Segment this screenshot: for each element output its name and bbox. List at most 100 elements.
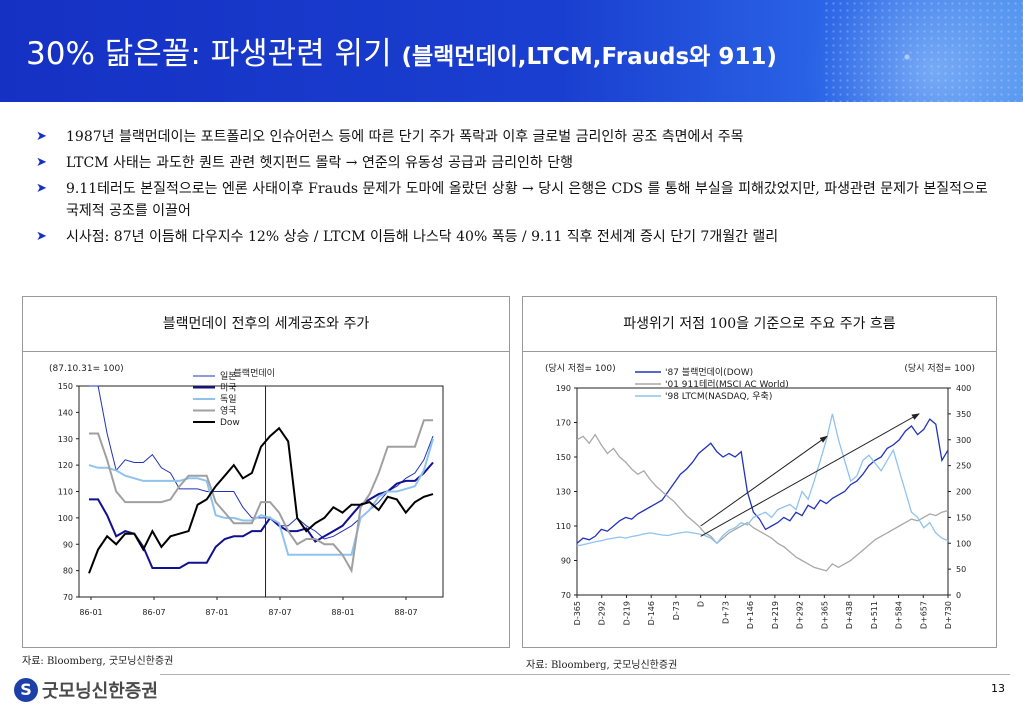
bullet-text: 1987년 블랙먼데이는 포트폴리오 인슈어런스 등에 따른 단기 주가 폭락과… (66, 129, 744, 145)
legend-label: '87 블랙먼데이(DOW) (665, 367, 753, 378)
left-chart-svg: (87.10.31= 100) 70 80 90 100 110 120 130 140 150 8… (49, 364, 444, 617)
series-line-독일 (88, 438, 434, 556)
right-x-tick-label: D+219 (771, 601, 780, 629)
right-y-left-tick-label: 110 (556, 522, 571, 531)
bullet-item: ➤ 9.11테러도 본질적으로는 엔론 사태이후 Frauds 문제가 도마에 올… (36, 178, 996, 222)
slide-title-main: 30% 닮은꼴: 파생관련 위기 (26, 36, 402, 72)
right-x-tick-label: D-219 (622, 601, 631, 625)
right-chart-svg: (당시 저점= 100) (당시 저점= 100) 70 90 110 130 150 170… (545, 362, 975, 629)
left-y-tick-label: 150 (58, 382, 73, 391)
legend-label: '98 LTCM(NASDAQ, 우축) (665, 391, 772, 402)
right-y-left-tick-label: 130 (556, 488, 571, 497)
left-y-tick-label: 130 (58, 435, 73, 444)
left-x-tick-label: 87-07 (268, 608, 291, 617)
left-y-tick-label: 120 (58, 461, 73, 470)
logo-text: 굿모닝신한증권 (42, 681, 158, 702)
right-chart-panel: 파생위기 저점 100을 기준으로 주요 주가 흐름 (당시 저점= 100)(… (522, 296, 997, 648)
right-y-left-tick-label: 70 (561, 591, 571, 600)
left-x-tick-label: 86-07 (142, 608, 165, 617)
left-x-tick-label: 88-07 (394, 608, 417, 617)
series-line-영국 (89, 419, 433, 574)
series-line-'01 911테러(MSCI AC World) (576, 433, 949, 572)
right-y-right-tick-label: 100 (956, 539, 971, 548)
right-x-tick-label: D-292 (598, 601, 607, 625)
arrow-bullet-icon: ➤ (36, 155, 47, 170)
right-x-tick-label: D-73 (672, 601, 681, 620)
right-y-right-tick-label: 50 (956, 565, 966, 574)
right-y-right-tick-label: 350 (956, 410, 971, 419)
right-y-right-tick-label: 400 (956, 384, 971, 393)
right-y-right-tick-label: 250 (956, 462, 971, 471)
right-x-tick-label: D-365 (573, 601, 582, 625)
left-chart-panel: 블랙먼데이 전후의 세계공조와 주가 (87.10.31= 100) 70 80 90… (22, 296, 510, 648)
bullet-item: ➤ 1987년 블랙먼데이는 포트폴리오 인슈어런스 등에 따른 단기 주가 폭락… (36, 126, 996, 148)
right-x-tick-label: D+584 (895, 601, 904, 629)
right-y-left-tick-label: 170 (556, 419, 571, 428)
right-x-tick-label: D+730 (944, 601, 953, 629)
legend-label: 영국 (220, 406, 237, 417)
left-chart-source: 자료: Bloomberg, 굿모닝신한증권 (22, 656, 174, 667)
legend-label: 미국 (220, 383, 237, 394)
right-y-left-tick-label: 90 (561, 557, 571, 566)
right-y-right-tick-label: 200 (956, 488, 971, 497)
right-x-tick-label: D+73 (721, 601, 730, 624)
left-x-tick-label: 88-01 (331, 608, 354, 617)
footer-divider (160, 674, 1010, 675)
right-x-tick-label: D+146 (746, 601, 755, 629)
left-y-tick-label: 110 (58, 488, 73, 497)
trend-arrow (700, 413, 920, 537)
bullet-item: ➤ 시사점: 87년 이듬해 다우지수 12% 상승 / LTCM 이듬해 나스닥… (36, 226, 996, 248)
series-line-'98 LTCM(NASDAQ, 우축) (576, 413, 949, 547)
right-x-tick-label: D (697, 601, 706, 607)
right-x-tick-label: D+365 (820, 601, 829, 629)
arrow-bullet-icon: ➤ (36, 129, 47, 144)
bullet-text: 시사점: 87년 이듬해 다우지수 12% 상승 / LTCM 이듬해 나스닥 … (66, 229, 779, 245)
right-x-tick-label: D+438 (845, 601, 854, 629)
bullet-item: ➤ LTCM 사태는 과도한 퀀트 관련 헷지펀드 몰락 → 연준의 유동성 공급… (36, 152, 996, 174)
right-x-tick-label: D+511 (870, 601, 879, 629)
right-chart-plot-frame (576, 387, 949, 596)
right-x-tick-label: D+657 (919, 601, 928, 629)
series-line-일본 (89, 385, 434, 540)
right-x-tick-label: D+292 (796, 601, 805, 629)
left-y-tick-label: 140 (58, 408, 73, 417)
right-chart-title: 파생위기 저점 100을 기준으로 주요 주가 흐름 (523, 297, 996, 352)
arrow-bullet-icon: ➤ (36, 181, 47, 196)
right-chart-note-left: (당시 저점= 100) (545, 362, 616, 374)
legend-label: 독일 (220, 394, 237, 405)
right-chart-note-right: (당시 저점= 100) (904, 362, 975, 374)
globe-graphic (803, 0, 1023, 102)
legend-label: '01 911테러(MSCI AC World) (665, 379, 789, 390)
right-y-left-tick-label: 190 (556, 384, 571, 393)
slide-title-sub: (블랙먼데이,LTCM,Frauds와 911) (401, 44, 777, 70)
right-y-right-tick-label: 300 (956, 436, 971, 445)
header-banner: 30% 닮은꼴: 파생관련 위기 (블랙먼데이,LTCM,Frauds와 911… (0, 0, 1023, 102)
bullet-list: ➤ 1987년 블랙먼데이는 포트폴리오 인슈어런스 등에 따른 단기 주가 폭락… (36, 126, 996, 252)
series-line-'87 블랙먼데이(DOW) (576, 418, 949, 544)
left-x-tick-label: 87-01 (205, 608, 228, 617)
left-y-tick-label: 90 (63, 540, 73, 549)
bullet-text: LTCM 사태는 과도한 퀀트 관련 헷지펀드 몰락 → 연준의 유동성 공급과… (66, 155, 573, 171)
left-y-tick-label: 100 (58, 514, 73, 523)
header-dot-pattern (823, 0, 1023, 102)
right-x-tick-label: D-146 (647, 601, 656, 625)
bullet-text: 9.11테러도 본질적으로는 엔론 사태이후 Frauds 문제가 도마에 올랐… (66, 181, 988, 219)
left-chart-note: (87.10.31= 100) (49, 364, 124, 374)
right-y-left-tick-label: 150 (556, 453, 571, 462)
arrow-bullet-icon: ➤ (36, 229, 47, 244)
left-y-tick-label: 70 (63, 593, 73, 602)
series-line-Dow (88, 426, 434, 574)
right-chart-source: 자료: Bloomberg, 굿모닝신한증권 (526, 660, 678, 671)
right-y-right-tick-label: 150 (956, 513, 971, 522)
left-x-tick-label: 86-01 (79, 608, 102, 617)
series-line-미국 (89, 461, 434, 569)
legend-label: 일본 (220, 371, 237, 382)
page-number: 13 (991, 682, 1005, 695)
company-logo: S 굿모닝신한증권 (14, 676, 158, 704)
right-y-right-tick-label: 0 (956, 591, 961, 600)
legend-label: Dow (220, 418, 240, 428)
left-y-tick-label: 80 (63, 567, 73, 576)
left-chart-title: 블랙먼데이 전후의 세계공조와 주가 (23, 297, 509, 352)
black-monday-label: 블랙먼데이 (234, 368, 275, 379)
trend-arrow (700, 435, 828, 527)
